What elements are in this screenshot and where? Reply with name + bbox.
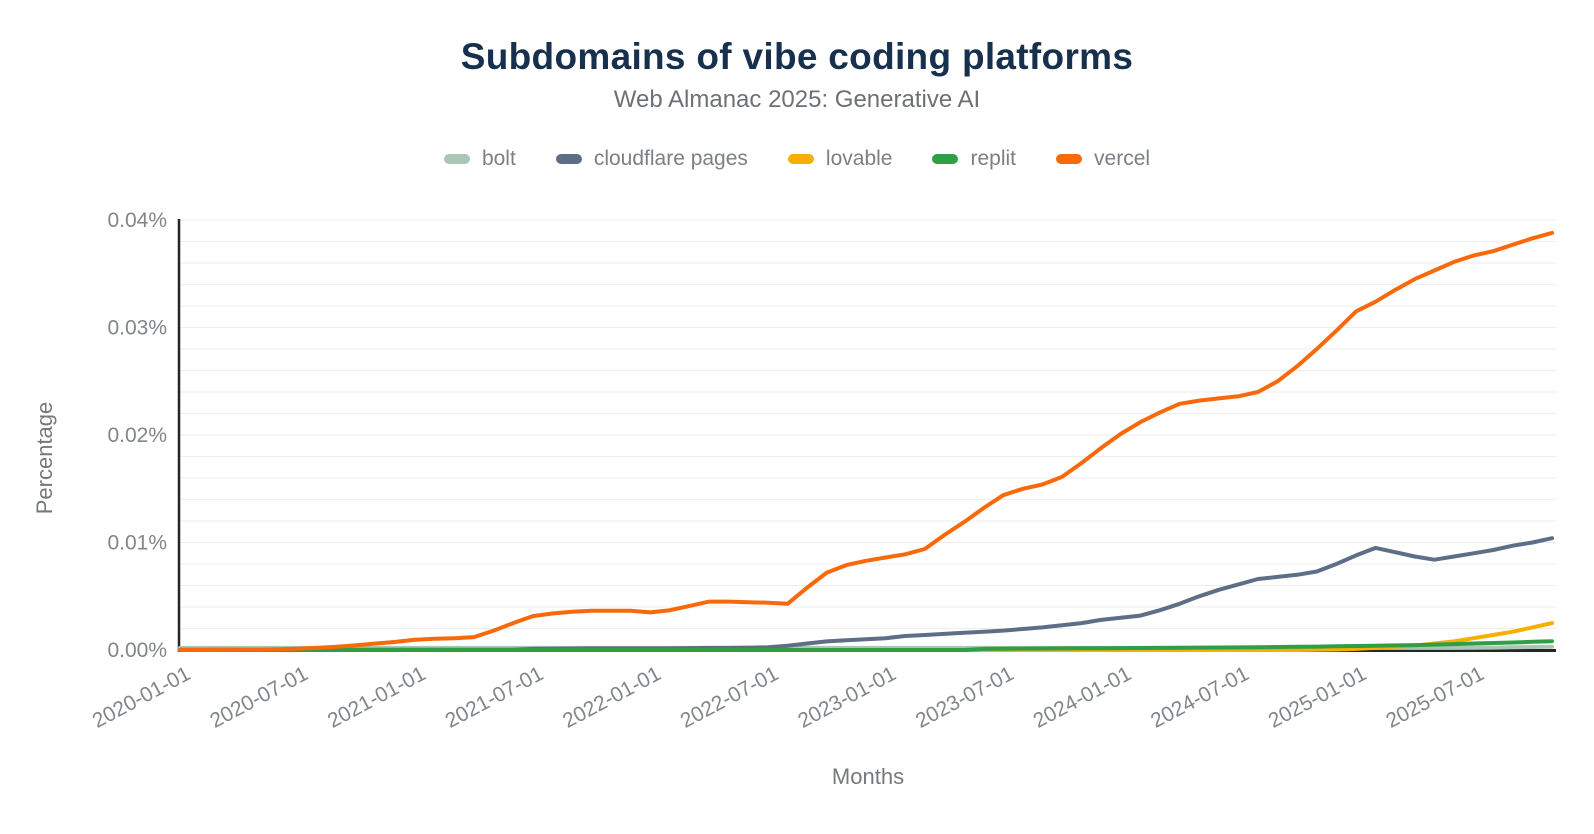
- legend-item-cloudflare-pages[interactable]: cloudflare pages: [555, 147, 748, 171]
- x-tick-label: 2024-07-01: [1147, 662, 1253, 733]
- y-tick-label: 0.04%: [107, 209, 167, 232]
- y-axis-title: Percentage: [32, 402, 57, 515]
- y-tick-label: 0.01%: [107, 532, 167, 555]
- legend-item-lovable[interactable]: lovable: [787, 147, 893, 171]
- legend-label: replit: [970, 147, 1017, 170]
- legend-swatch: [787, 154, 814, 164]
- x-tick-label: 2022-01-01: [559, 662, 665, 733]
- x-axis-title: Months: [832, 764, 904, 789]
- legend-label: vercel: [1094, 147, 1151, 170]
- legend-swatch: [555, 154, 582, 164]
- y-tick-label: 0.00%: [107, 639, 167, 662]
- y-tick-label: 0.03%: [107, 317, 167, 340]
- legend-item-vercel[interactable]: vercel: [1056, 147, 1150, 171]
- x-tick-label: 2020-07-01: [206, 662, 312, 733]
- legend-swatch: [932, 154, 959, 164]
- x-tick-label: 2022-07-01: [677, 662, 783, 733]
- x-tick-label: 2021-01-01: [324, 662, 430, 733]
- legend-item-bolt[interactable]: bolt: [443, 147, 516, 171]
- x-tick-label: 2020-01-01: [89, 662, 195, 733]
- chart-subtitle: Web Almanac 2025: Generative AI: [613, 86, 981, 113]
- x-tick-label: 2025-07-01: [1382, 662, 1488, 733]
- chart-legend: bolt cloudflare pages lovable replit vercel: [0, 147, 1594, 171]
- x-tick-label: 2023-07-01: [912, 662, 1018, 733]
- y-tick-label: 0.02%: [107, 424, 167, 447]
- chart-title: Subdomains of vibe coding platforms: [460, 36, 1134, 77]
- series-line-vercel[interactable]: [178, 230, 1554, 652]
- legend-swatch: [443, 154, 470, 164]
- x-tick-label: 2025-01-01: [1265, 662, 1371, 733]
- legend-label: cloudflare pages: [593, 147, 748, 170]
- legend-item-replit[interactable]: replit: [932, 147, 1016, 171]
- legend-label: bolt: [481, 147, 516, 170]
- series-line-cloudflare-pages[interactable]: [178, 536, 1554, 652]
- x-tick-label: 2024-01-01: [1030, 662, 1136, 733]
- series-line-replit[interactable]: [178, 639, 1554, 652]
- x-tick-label: 2021-07-01: [442, 662, 548, 733]
- x-tick-label: 2023-01-01: [794, 662, 900, 733]
- legend-label: lovable: [825, 147, 893, 170]
- legend-swatch: [1056, 154, 1083, 164]
